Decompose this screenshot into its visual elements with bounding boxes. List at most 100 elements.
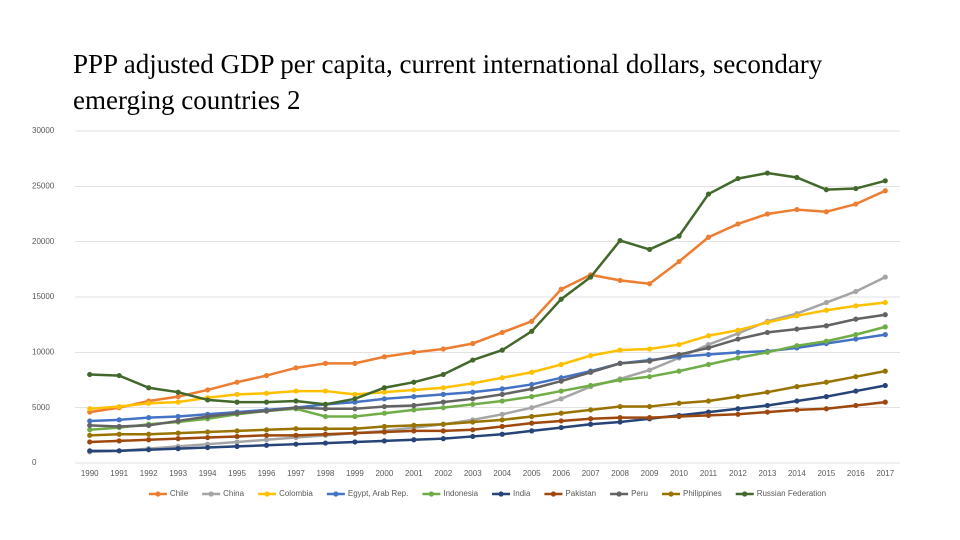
point — [676, 258, 682, 265]
point — [440, 436, 446, 442]
point — [705, 345, 712, 351]
point — [411, 428, 417, 434]
point — [676, 368, 682, 374]
point — [352, 430, 358, 436]
point — [411, 387, 417, 393]
series-line — [89, 313, 886, 428]
point — [87, 432, 93, 438]
point — [823, 307, 829, 313]
x-tick-label: 1997 — [287, 469, 305, 478]
point — [676, 413, 682, 420]
legend-item: China — [202, 489, 245, 498]
point — [175, 389, 181, 395]
legend-marker — [550, 491, 557, 497]
point — [882, 368, 888, 374]
point — [411, 349, 417, 355]
series-line — [89, 400, 886, 444]
point — [234, 433, 240, 440]
x-tick-label: 2016 — [847, 469, 865, 478]
point — [204, 413, 211, 420]
x-tick-label: 2008 — [611, 469, 629, 478]
point — [470, 380, 476, 386]
series-line — [89, 325, 886, 432]
x-tick-label: 2003 — [464, 469, 482, 478]
point — [234, 428, 240, 434]
point — [617, 377, 623, 383]
point — [263, 427, 270, 433]
point — [853, 374, 859, 380]
x-tick-label: 2006 — [552, 469, 570, 478]
legend-item: Chile — [148, 489, 189, 498]
point — [293, 441, 299, 447]
series-line — [89, 369, 886, 437]
legend-marker — [428, 491, 434, 497]
point — [617, 237, 623, 244]
point — [116, 403, 122, 410]
point — [146, 437, 152, 443]
point — [263, 399, 270, 405]
point — [352, 391, 358, 397]
point — [853, 388, 859, 394]
point — [499, 411, 505, 417]
point — [322, 440, 329, 446]
legend-item: India — [492, 489, 531, 498]
point — [322, 426, 329, 432]
point — [794, 174, 800, 181]
point — [146, 431, 152, 437]
point — [116, 438, 122, 444]
x-tick-label: 2005 — [523, 469, 541, 478]
point — [764, 349, 771, 355]
point — [853, 201, 859, 207]
point — [617, 403, 623, 410]
point — [234, 399, 240, 405]
point — [204, 397, 211, 403]
point — [705, 191, 712, 197]
point — [293, 426, 299, 432]
x-tick-label: 2014 — [788, 469, 806, 478]
point — [116, 448, 122, 454]
point — [499, 417, 505, 423]
y-tick-label: 25000 — [32, 181, 55, 190]
point — [764, 329, 771, 336]
point — [440, 371, 446, 378]
point — [735, 327, 741, 333]
x-tick-label: 2017 — [876, 469, 894, 478]
point — [529, 394, 535, 400]
point — [352, 439, 358, 445]
point — [882, 324, 888, 330]
point — [882, 178, 888, 184]
point — [87, 371, 93, 378]
point — [146, 400, 152, 406]
point — [87, 406, 93, 412]
x-tick-label: 2000 — [375, 469, 393, 478]
point — [735, 175, 741, 182]
legend-label: Russian Federation — [757, 489, 826, 498]
point — [794, 343, 800, 349]
point — [175, 446, 181, 452]
point — [234, 439, 240, 445]
point — [146, 447, 152, 453]
point — [440, 421, 446, 427]
point — [853, 288, 859, 295]
point — [794, 407, 800, 413]
point — [853, 336, 859, 342]
point — [204, 429, 211, 435]
point — [322, 431, 329, 437]
point — [676, 341, 682, 348]
series-line — [89, 384, 886, 453]
point — [735, 411, 741, 417]
legend-marker — [616, 491, 622, 497]
x-tick-label: 2010 — [670, 469, 688, 478]
point — [87, 439, 93, 445]
point — [882, 312, 888, 318]
point — [705, 351, 712, 358]
point — [381, 354, 387, 360]
legend-label: Chile — [170, 489, 189, 498]
legend-label: Peru — [631, 489, 648, 498]
point — [705, 234, 712, 240]
point — [646, 374, 653, 380]
point — [588, 407, 594, 413]
point — [204, 434, 211, 441]
point — [823, 394, 829, 400]
point — [263, 390, 270, 396]
